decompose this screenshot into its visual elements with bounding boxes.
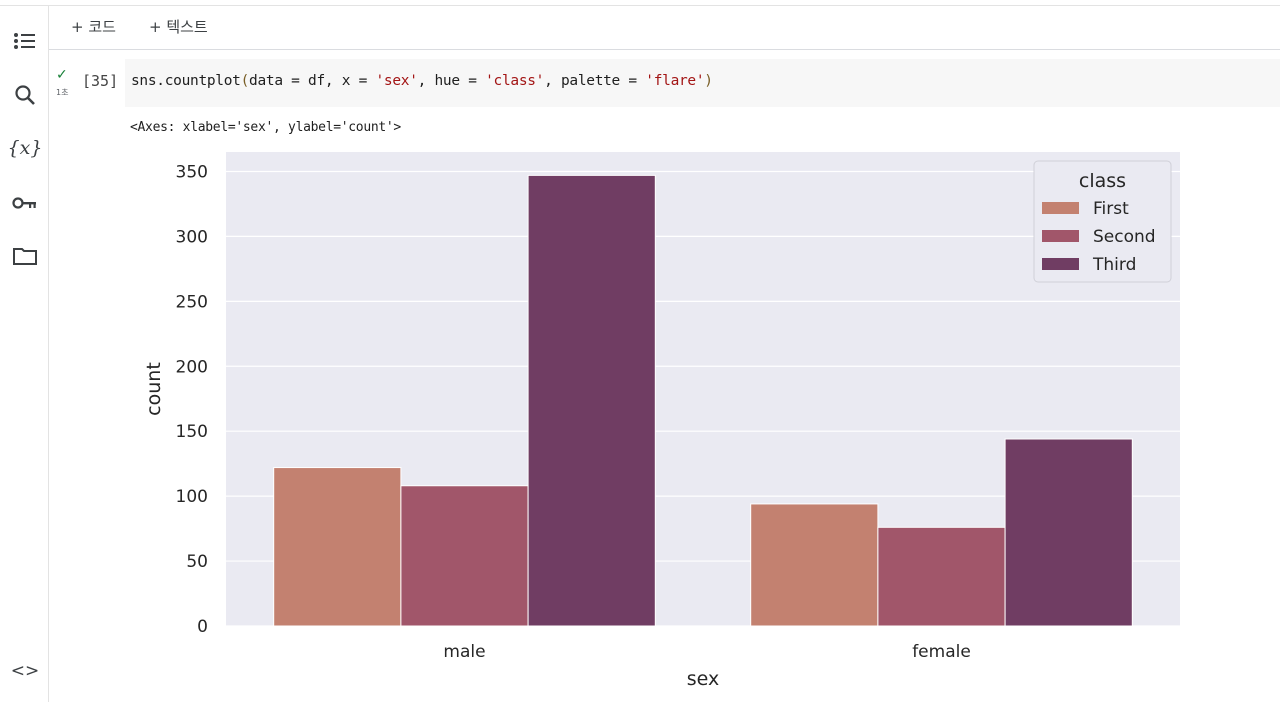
legend-label-second: Second — [1093, 227, 1156, 247]
x-tick-label: female — [912, 642, 971, 662]
execution-count: [35] — [82, 72, 119, 90]
key-icon[interactable] — [10, 188, 40, 218]
y-tick-label: 300 — [176, 227, 208, 247]
code-token-4: , hue = — [417, 73, 486, 89]
y-tick-label: 100 — [176, 487, 208, 507]
check-icon: ✓ — [56, 67, 68, 83]
folder-icon[interactable] — [10, 241, 40, 271]
code-editor-background — [125, 59, 1280, 107]
code-token-1: ( — [240, 73, 250, 89]
x-tick-label: male — [443, 642, 485, 662]
legend-box — [1033, 160, 1172, 283]
y-tick-label: 250 — [176, 292, 208, 312]
variables-glyph: {x} — [7, 137, 43, 159]
run-status[interactable]: ✓ 1초 — [54, 67, 74, 99]
top-border — [0, 0, 1280, 6]
code-editor[interactable]: sns.countplot(data = df, x = 'sex', hue … — [131, 73, 713, 89]
code-cell[interactable]: ✓ 1초 [35] sns.countplot(data = df, x = '… — [49, 59, 1280, 107]
x-axis-label: sex — [687, 668, 720, 690]
y-tick-label: 150 — [176, 422, 208, 442]
variables-icon[interactable]: {x} — [7, 133, 43, 163]
legend-swatch-first — [1042, 202, 1079, 214]
cell-output-text: <Axes: xlabel='sex', ylabel='count'> — [130, 120, 401, 135]
table-of-contents-icon[interactable] — [10, 26, 40, 56]
code-token-2: data = df, x = — [249, 73, 376, 89]
bar-second-male — [400, 485, 529, 627]
code-token-7: 'flare' — [645, 73, 705, 89]
add-text-button[interactable]: + 텍스트 — [149, 18, 208, 36]
runtime-label: 1초 — [56, 88, 69, 97]
add-code-button[interactable]: + 코드 — [71, 18, 116, 36]
notebook-toolbar: + 코드 + 텍스트 — [49, 6, 1280, 50]
bar-second-female — [877, 526, 1006, 627]
left-sidebar: {x} <> — [0, 6, 49, 702]
code-token-8: ) — [704, 73, 713, 89]
legend-title: class — [1079, 170, 1126, 192]
search-icon[interactable] — [10, 80, 40, 110]
y-tick-label: 350 — [176, 162, 208, 182]
legend-swatch-second — [1042, 230, 1079, 242]
code-token-5: 'class' — [485, 73, 545, 89]
legend-swatch-third — [1042, 258, 1079, 270]
code-token-6: , palette = — [544, 73, 646, 89]
bar-first-male — [273, 467, 402, 627]
y-axis-label: count — [143, 362, 165, 416]
legend-label-first: First — [1093, 199, 1129, 219]
bar-third-male — [527, 174, 656, 627]
y-tick-label: 0 — [197, 617, 208, 637]
snippets-glyph: <> — [10, 661, 40, 681]
y-tick-label: 50 — [186, 552, 208, 572]
code-token-3: 'sex' — [375, 73, 418, 89]
code-snippets-icon[interactable]: <> — [10, 656, 40, 686]
legend-label-third: Third — [1092, 255, 1136, 275]
bar-first-female — [750, 503, 879, 627]
bar-third-female — [1004, 438, 1133, 627]
y-tick-label: 200 — [176, 357, 208, 377]
code-token-0: sns.countplot — [131, 73, 241, 89]
